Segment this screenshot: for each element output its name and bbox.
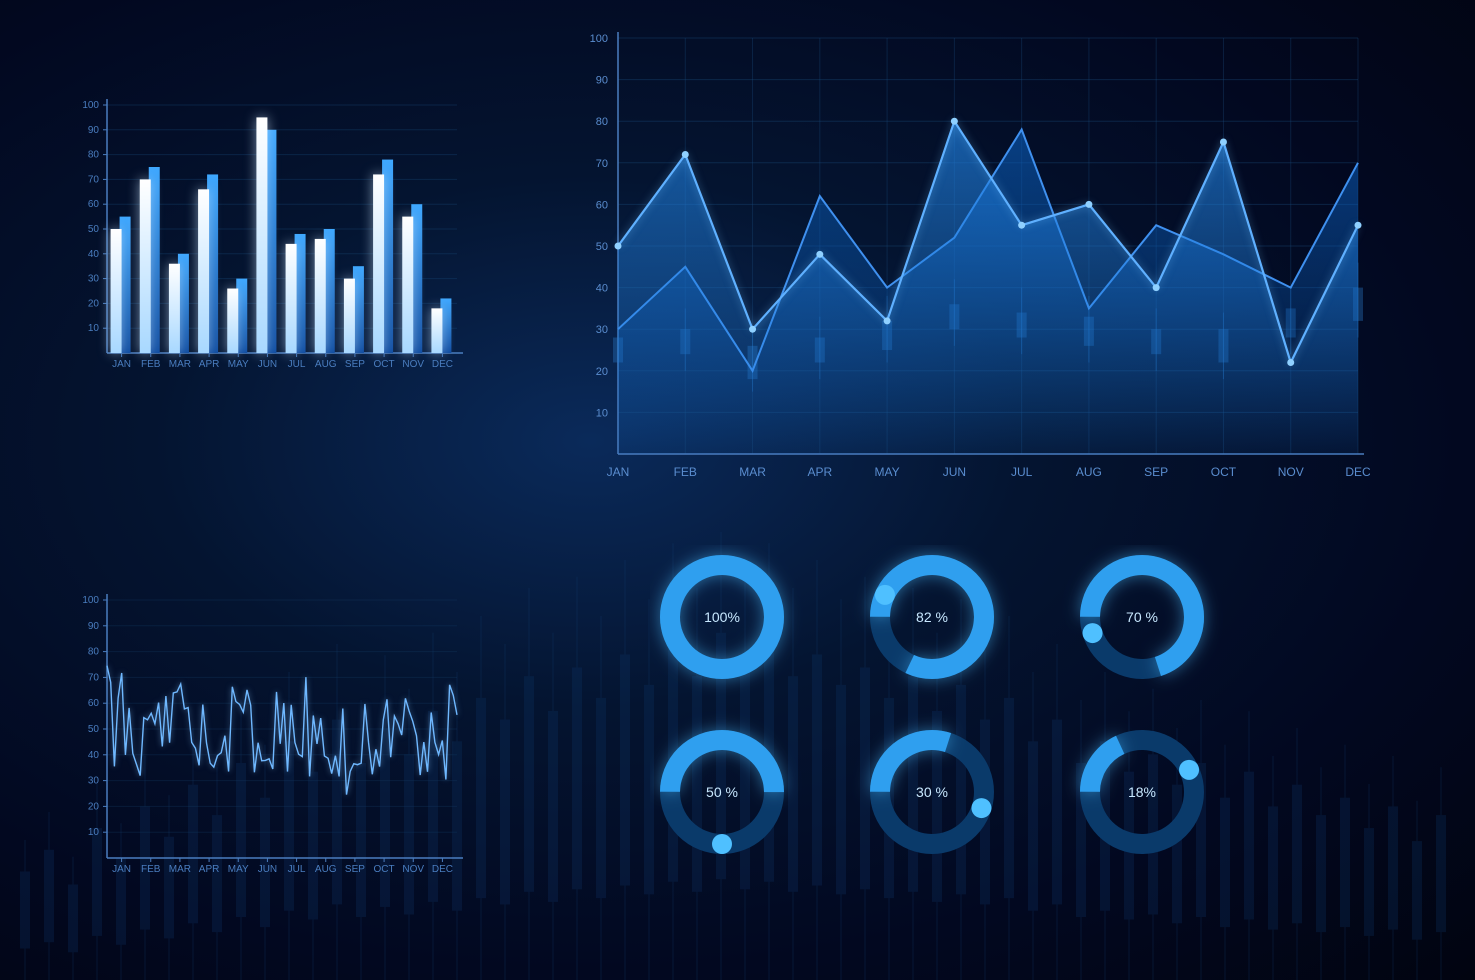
svg-text:JUN: JUN	[258, 359, 277, 370]
svg-text:50: 50	[596, 241, 608, 253]
svg-text:JUL: JUL	[288, 359, 306, 370]
svg-text:10: 10	[88, 827, 100, 838]
svg-text:100: 100	[82, 100, 99, 111]
svg-text:MAR: MAR	[169, 864, 191, 875]
svg-text:MAY: MAY	[228, 864, 249, 875]
donut-gauge: 70 %	[1083, 565, 1194, 669]
donut-label: 70 %	[1126, 609, 1158, 625]
svg-text:NOV: NOV	[402, 359, 424, 370]
svg-text:80: 80	[596, 116, 608, 128]
donut-grid-panel: 100% 82 % 70 % 50 % 30 % 18%	[650, 545, 1400, 975]
svg-text:40: 40	[88, 750, 100, 761]
donut-label: 18%	[1128, 784, 1156, 800]
svg-text:NOV: NOV	[1278, 465, 1304, 479]
svg-text:30: 30	[88, 274, 100, 285]
svg-text:20: 20	[596, 366, 608, 378]
donut-label: 30 %	[916, 784, 948, 800]
svg-text:MAY: MAY	[228, 359, 249, 370]
svg-text:JUL: JUL	[288, 864, 306, 875]
svg-text:OCT: OCT	[1211, 465, 1237, 479]
bar-chart-panel: JAN FEB MAR APR MAY JUN JUL AUG SEP OCT NOV DEC 10 20…	[75, 95, 465, 375]
svg-text:70: 70	[596, 158, 608, 170]
svg-text:30: 30	[596, 324, 608, 336]
svg-text:APR: APR	[199, 864, 220, 875]
svg-text:OCT: OCT	[374, 359, 395, 370]
svg-text:APR: APR	[807, 465, 832, 479]
svg-text:SEP: SEP	[345, 359, 365, 370]
svg-text:JAN: JAN	[607, 465, 630, 479]
svg-text:MAR: MAR	[739, 465, 766, 479]
svg-text:40: 40	[596, 283, 608, 295]
svg-text:70: 70	[88, 174, 100, 185]
svg-text:80: 80	[88, 647, 100, 658]
svg-text:90: 90	[88, 125, 100, 136]
svg-text:JAN: JAN	[112, 359, 131, 370]
signal-chart-panel: JAN FEB MAR APR MAY JUN JUL AUG SEP OCT NOV DEC 10 20…	[75, 590, 465, 880]
svg-text:40: 40	[88, 249, 100, 260]
area-chart-panel: 10 20 30 40 50 60 70 80 90 100 JAN FEB MAR APR MAY JUN J…	[570, 20, 1370, 490]
svg-text:JUL: JUL	[1011, 465, 1033, 479]
svg-text:FEB: FEB	[141, 864, 161, 875]
svg-text:AUG: AUG	[315, 359, 337, 370]
svg-text:AUG: AUG	[1076, 465, 1102, 479]
svg-text:MAR: MAR	[169, 359, 191, 370]
svg-text:FEB: FEB	[141, 359, 161, 370]
svg-text:20: 20	[88, 298, 100, 309]
svg-text:60: 60	[88, 199, 100, 210]
svg-text:100: 100	[590, 33, 608, 45]
svg-text:AUG: AUG	[315, 864, 337, 875]
svg-text:70: 70	[88, 672, 100, 683]
donut-gauge: 30 %	[880, 740, 991, 844]
svg-text:OCT: OCT	[374, 864, 395, 875]
svg-text:50: 50	[88, 724, 100, 735]
donut-gauge: 100%	[670, 565, 774, 669]
svg-text:SEP: SEP	[345, 864, 365, 875]
svg-text:10: 10	[596, 407, 608, 419]
donut-gauge: 18%	[1090, 740, 1199, 844]
svg-text:60: 60	[88, 698, 100, 709]
svg-text:NOV: NOV	[402, 864, 424, 875]
svg-text:90: 90	[88, 621, 100, 632]
donut-gauge: 50 %	[670, 740, 774, 854]
donut-label: 50 %	[706, 784, 738, 800]
svg-text:30: 30	[88, 776, 100, 787]
donut-gauge: 82 %	[875, 565, 984, 669]
svg-text:DEC: DEC	[1345, 465, 1370, 479]
svg-text:FEB: FEB	[674, 465, 697, 479]
svg-text:DEC: DEC	[432, 864, 453, 875]
svg-text:MAY: MAY	[875, 465, 900, 479]
svg-text:100: 100	[82, 595, 99, 606]
svg-text:10: 10	[88, 323, 100, 334]
donut-label: 82 %	[916, 609, 948, 625]
svg-text:60: 60	[596, 199, 608, 211]
svg-text:90: 90	[596, 75, 608, 87]
donut-label: 100%	[704, 609, 740, 625]
svg-text:APR: APR	[199, 359, 220, 370]
svg-text:DEC: DEC	[432, 359, 453, 370]
svg-text:50: 50	[88, 224, 100, 235]
svg-text:JUN: JUN	[943, 465, 966, 479]
svg-text:80: 80	[88, 150, 100, 161]
svg-text:JUN: JUN	[258, 864, 277, 875]
svg-text:20: 20	[88, 801, 100, 812]
svg-text:SEP: SEP	[1144, 465, 1168, 479]
svg-text:JAN: JAN	[112, 864, 131, 875]
